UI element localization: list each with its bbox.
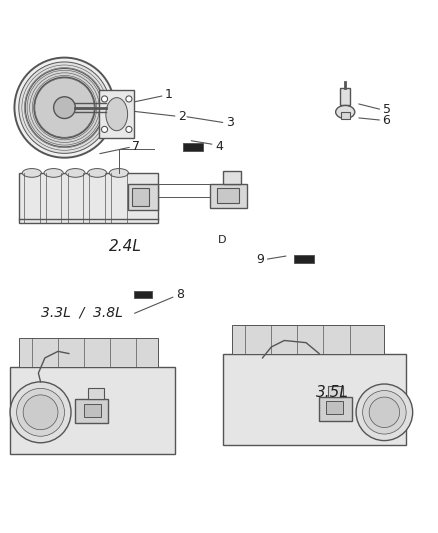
Text: 3.5L: 3.5L bbox=[316, 385, 349, 400]
Bar bbox=[19, 173, 158, 223]
Text: 7: 7 bbox=[132, 140, 140, 154]
Bar bbox=[99, 90, 134, 138]
Circle shape bbox=[126, 96, 132, 102]
Bar bbox=[19, 338, 158, 367]
Text: 3: 3 bbox=[226, 116, 234, 130]
Circle shape bbox=[363, 391, 406, 434]
Bar bbox=[132, 188, 149, 206]
Circle shape bbox=[14, 58, 115, 158]
Circle shape bbox=[102, 96, 108, 102]
Ellipse shape bbox=[110, 168, 128, 177]
Circle shape bbox=[53, 97, 75, 118]
Text: 6: 6 bbox=[383, 114, 391, 127]
Bar bbox=[341, 111, 350, 118]
Bar bbox=[319, 397, 352, 421]
Bar bbox=[75, 399, 108, 423]
Ellipse shape bbox=[22, 168, 42, 177]
Circle shape bbox=[126, 126, 132, 133]
Circle shape bbox=[102, 126, 108, 133]
Circle shape bbox=[369, 397, 399, 427]
Text: 8: 8 bbox=[176, 288, 184, 301]
Ellipse shape bbox=[66, 168, 85, 177]
Bar bbox=[183, 143, 203, 151]
Text: 9: 9 bbox=[256, 254, 264, 266]
Circle shape bbox=[34, 77, 95, 138]
Bar bbox=[88, 389, 104, 399]
Circle shape bbox=[17, 389, 64, 436]
Circle shape bbox=[356, 384, 413, 441]
Bar bbox=[127, 184, 158, 210]
Bar bbox=[210, 184, 247, 208]
Ellipse shape bbox=[336, 106, 355, 118]
Text: 5: 5 bbox=[382, 103, 391, 116]
Bar bbox=[223, 171, 241, 184]
Text: 3.3L  /  3.8L: 3.3L / 3.8L bbox=[41, 305, 123, 319]
Bar bbox=[10, 367, 176, 454]
Bar bbox=[325, 401, 343, 415]
Bar bbox=[340, 88, 350, 106]
Ellipse shape bbox=[44, 168, 63, 177]
Ellipse shape bbox=[106, 98, 127, 131]
Bar bbox=[84, 403, 102, 417]
Circle shape bbox=[23, 395, 58, 430]
Text: D: D bbox=[218, 236, 227, 245]
Bar bbox=[217, 188, 239, 204]
Bar bbox=[232, 325, 385, 353]
Bar bbox=[294, 255, 314, 263]
Text: 4: 4 bbox=[215, 140, 223, 154]
Text: 2: 2 bbox=[178, 110, 186, 123]
Circle shape bbox=[25, 68, 104, 147]
Text: 2.4L: 2.4L bbox=[109, 239, 142, 254]
Bar bbox=[134, 292, 152, 298]
Text: 1: 1 bbox=[165, 88, 173, 101]
Bar bbox=[223, 353, 406, 445]
Ellipse shape bbox=[88, 168, 107, 177]
Circle shape bbox=[19, 62, 110, 154]
Circle shape bbox=[10, 382, 71, 443]
Bar bbox=[328, 386, 343, 397]
